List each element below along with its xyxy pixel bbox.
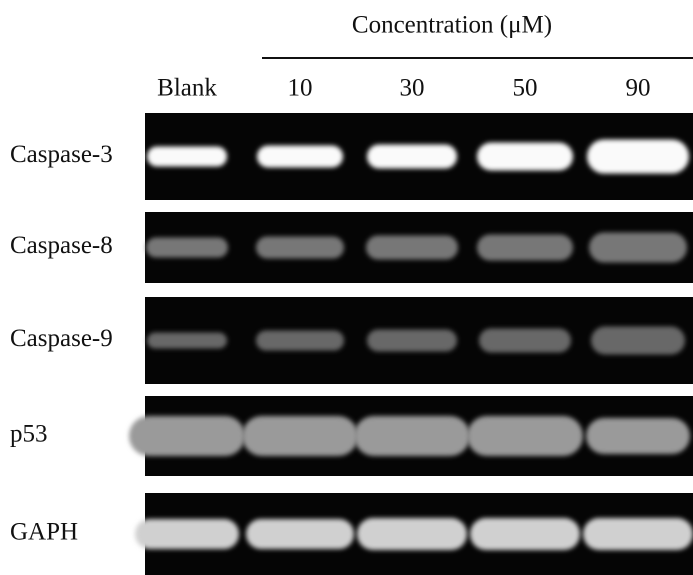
band xyxy=(470,518,580,550)
band xyxy=(591,326,685,355)
band xyxy=(246,519,354,549)
lane-label: 50 xyxy=(513,75,538,102)
row-label: Caspase-8 xyxy=(10,232,113,259)
row-label: p53 xyxy=(10,421,48,448)
band xyxy=(367,144,457,169)
band xyxy=(587,139,689,174)
lane-label: Blank xyxy=(157,75,217,102)
band xyxy=(256,236,344,259)
lane-label: 10 xyxy=(288,75,313,102)
concentration-title: Concentration (μM) xyxy=(352,12,552,39)
band xyxy=(147,146,227,167)
band xyxy=(583,518,693,550)
band xyxy=(357,518,467,550)
band xyxy=(256,330,344,351)
row-label: Caspase-3 xyxy=(10,141,113,168)
band xyxy=(586,418,690,454)
band xyxy=(366,235,458,260)
band xyxy=(135,519,239,549)
band xyxy=(477,234,573,261)
lane-label: 90 xyxy=(626,75,651,102)
band xyxy=(354,416,470,456)
band xyxy=(467,416,583,456)
band xyxy=(477,142,573,171)
band xyxy=(129,416,245,456)
band xyxy=(146,237,228,258)
band xyxy=(589,232,687,263)
band xyxy=(479,328,571,353)
band xyxy=(147,332,227,349)
lane-label: 30 xyxy=(400,75,425,102)
band xyxy=(367,329,457,352)
band xyxy=(257,145,343,168)
row-label: GAPH xyxy=(10,519,78,546)
row-label: Caspase-9 xyxy=(10,325,113,352)
band xyxy=(242,416,358,456)
gel-panels xyxy=(129,113,693,575)
